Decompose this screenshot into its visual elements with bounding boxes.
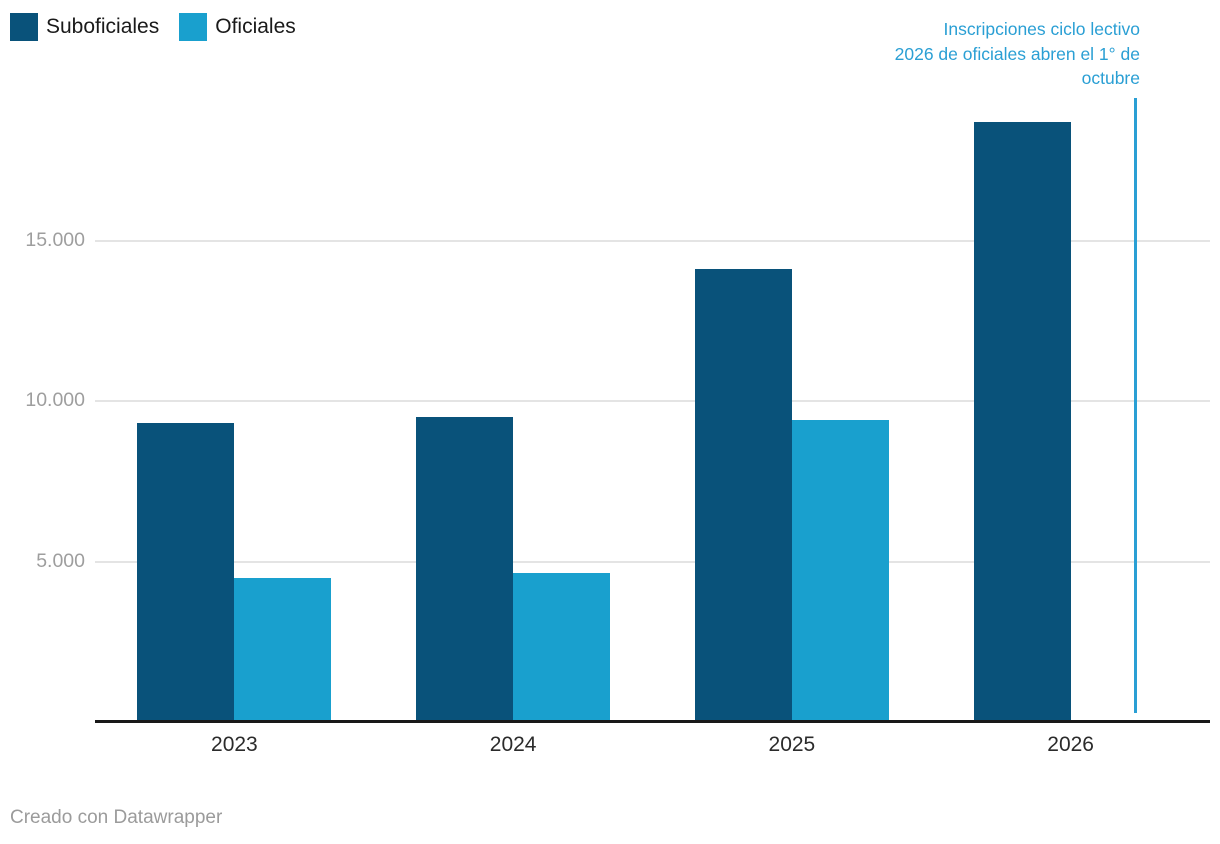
bar-oficiales-2024 bbox=[513, 572, 611, 722]
gridline-15000 bbox=[95, 239, 1210, 242]
legend: Suboficiales Oficiales bbox=[10, 13, 296, 41]
y-axis-tick-label-10000: 10.000 bbox=[25, 389, 85, 411]
x-axis-label-2024: 2024 bbox=[489, 733, 537, 756]
bar-suboficiales-2024 bbox=[416, 417, 514, 722]
bar-suboficiales-2025 bbox=[694, 269, 792, 722]
gridline-10000 bbox=[95, 400, 1210, 402]
legend-item-oficiales: Oficiales bbox=[179, 13, 296, 41]
x-axis-line bbox=[95, 720, 1210, 723]
legend-swatch-suboficiales bbox=[10, 13, 38, 41]
legend-item-suboficiales: Suboficiales bbox=[10, 13, 159, 41]
y-axis-tick-label-5000: 5.000 bbox=[36, 549, 85, 572]
y-axis-tick-label-15000: 15.000 bbox=[25, 228, 85, 251]
annotation-line-2: 2026 de oficiales abren el 1° de bbox=[894, 43, 1140, 64]
bar-suboficiales-2023 bbox=[137, 423, 235, 722]
bar-suboficiales-2026 bbox=[973, 121, 1071, 722]
annotation-vertical-line bbox=[1134, 98, 1137, 713]
legend-label-suboficiales: Suboficiales bbox=[46, 15, 160, 38]
annotation-text: Inscripciones ciclo lectivo 2026 de ofic… bbox=[895, 17, 1140, 91]
x-axis-label-2026: 2026 bbox=[1047, 733, 1094, 756]
gridline-5000 bbox=[95, 560, 1210, 563]
legend-swatch-oficiales bbox=[179, 13, 208, 41]
x-axis-label-2025: 2025 bbox=[768, 733, 816, 756]
annotation-line-1: Inscripciones ciclo lectivo bbox=[943, 19, 1140, 39]
x-axis-label-2023: 2023 bbox=[211, 733, 258, 756]
legend-label-oficiales: Oficiales bbox=[215, 15, 296, 38]
annotation-line-3: octubre bbox=[1081, 68, 1140, 88]
bar-oficiales-2023 bbox=[234, 577, 332, 722]
bar-oficiales-2025 bbox=[791, 420, 889, 722]
footer-credit: Creado con Datawrapper bbox=[10, 807, 223, 828]
